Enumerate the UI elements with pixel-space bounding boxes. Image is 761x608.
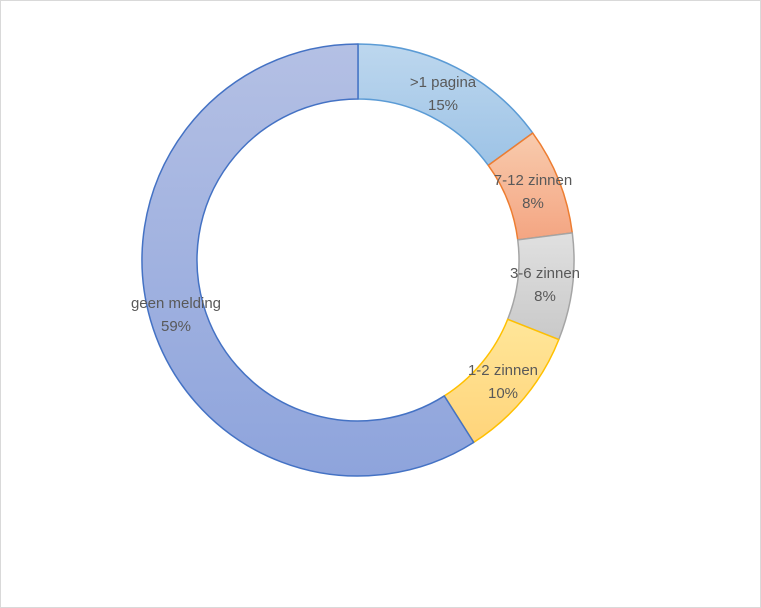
- doughnut-slice-geen-melding: [141, 43, 475, 477]
- data-label-value: 15%: [428, 97, 458, 114]
- data-label-category: 7-12 zinnen: [494, 172, 572, 189]
- data-label-category: >1 pagina: [410, 74, 477, 91]
- data-label-value: 8%: [534, 288, 556, 305]
- data-label-value: 10%: [488, 385, 518, 402]
- data-label-value: 8%: [522, 195, 544, 212]
- data-label-category: 3-6 zinnen: [510, 265, 580, 282]
- data-label-category: geen melding: [131, 295, 221, 312]
- data-label-value: 59%: [161, 318, 191, 335]
- data-label-category: 1-2 zinnen: [468, 362, 538, 379]
